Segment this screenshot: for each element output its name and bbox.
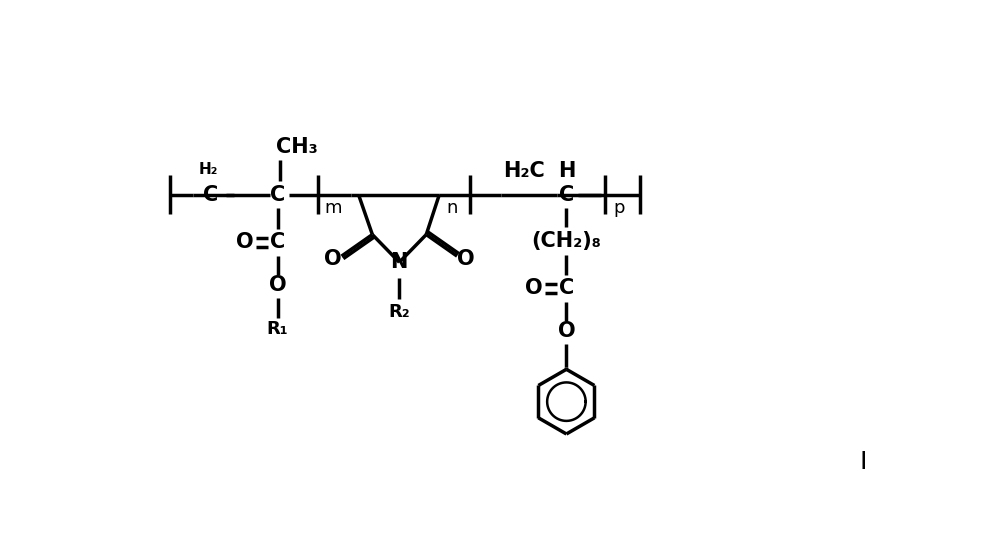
Text: H₂C: H₂C [503,161,545,181]
Text: O: O [457,249,475,269]
Text: p: p [613,199,625,217]
Text: C: C [203,185,218,205]
Text: C: C [559,279,574,299]
Text: N: N [391,252,408,272]
Text: O: O [558,321,575,341]
Text: O: O [525,279,543,299]
Text: I: I [859,450,867,473]
Text: C: C [559,185,574,205]
Text: C: C [270,185,285,205]
Text: C: C [270,232,285,252]
Text: R₁: R₁ [267,319,288,338]
Text: H₂: H₂ [199,162,218,178]
Text: n: n [447,199,458,217]
Text: H: H [558,161,575,181]
Text: CH₃: CH₃ [276,137,318,157]
Text: m: m [324,199,342,217]
Text: (CH₂)₈: (CH₂)₈ [531,231,601,251]
Text: O: O [324,249,341,269]
Text: O: O [269,275,286,295]
Text: O: O [236,232,254,252]
Text: R₂: R₂ [388,304,410,321]
